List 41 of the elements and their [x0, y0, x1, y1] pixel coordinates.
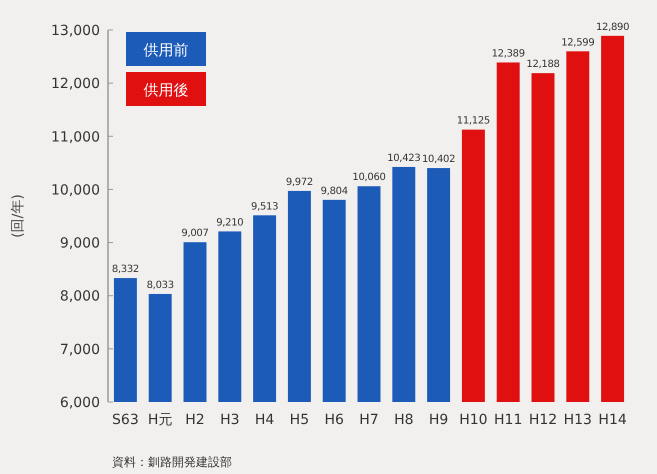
- x-tick-label: H12: [528, 412, 558, 428]
- y-tick-label: 13,000: [51, 23, 100, 39]
- legend: 供用前 供用後: [126, 32, 206, 106]
- y-tick-label: 12,000: [51, 76, 100, 92]
- x-tick-label: H3: [220, 412, 240, 428]
- data-label: 10,402: [422, 154, 456, 166]
- x-tick-label: H14: [598, 412, 627, 428]
- y-tick-label: 9,000: [60, 236, 100, 252]
- data-label: 9,007: [181, 228, 209, 240]
- x-tick-label: H9: [428, 412, 448, 428]
- x-tick-label: S63: [112, 412, 139, 428]
- text: 資料：釧路開発建設部: [112, 455, 232, 469]
- data-label: 12,188: [526, 59, 560, 70]
- x-tick-label: H13: [564, 412, 592, 428]
- data-label: 9,513: [251, 201, 278, 212]
- data-label: 9,804: [320, 186, 348, 197]
- y-tick-label: 11,000: [51, 129, 100, 146]
- x-tick-label: H5: [290, 412, 310, 428]
- data-label: 9,210: [216, 217, 244, 228]
- y-tick-label: 6,000: [60, 395, 100, 411]
- x-tick-label: H6: [324, 412, 344, 428]
- x-tick-label: H10: [459, 412, 488, 428]
- data-label: 12,389: [492, 48, 525, 60]
- x-tick-label: H2: [185, 412, 205, 428]
- x-tick-label: H11: [494, 412, 522, 428]
- y-axis-title: (回/年): [10, 194, 26, 238]
- data-label: 12,890: [596, 22, 630, 33]
- data-label: 12,599: [561, 37, 594, 48]
- data-label: 10,423: [387, 152, 420, 164]
- x-tick-label: H元: [148, 412, 172, 428]
- data-label: 10,060: [352, 172, 386, 184]
- y-tick-label: 10,000: [51, 182, 100, 198]
- x-tick-label: H7: [359, 412, 379, 428]
- data-label: 8,332: [112, 264, 139, 276]
- data-label: 9,972: [286, 176, 313, 188]
- y-tick-label: 8,000: [60, 288, 100, 305]
- data-label: 11,125: [456, 116, 490, 127]
- data-label: 8,033: [146, 280, 174, 291]
- x-tick-label: H8: [394, 412, 414, 428]
- x-tick-label: H4: [254, 412, 274, 428]
- y-tick-label: 7,000: [60, 342, 100, 358]
